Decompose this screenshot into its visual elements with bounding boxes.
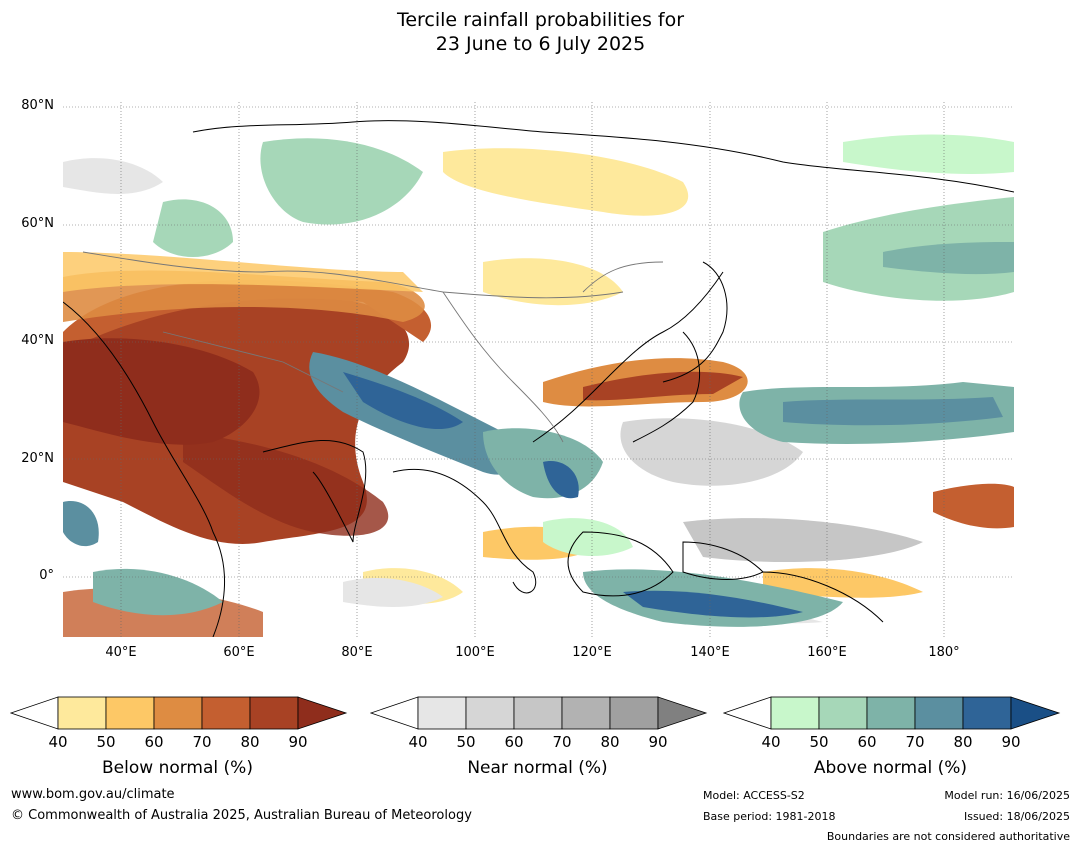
near-colorbar-tick-40: 40 — [408, 733, 428, 751]
above-colorbar-tick-90: 90 — [1001, 733, 1021, 751]
map-canvas — [62, 102, 1015, 638]
footer-copyright: © Commonwealth of Australia 2025, Austra… — [11, 808, 472, 823]
above-colorbar-tick-60: 60 — [857, 733, 877, 751]
near-colorbar-tick-80: 80 — [600, 733, 620, 751]
footer-model-run: Model run: 16/06/2025 — [944, 789, 1070, 802]
near-colorbar-tick-70: 70 — [552, 733, 572, 751]
colorbar-above-normal — [722, 696, 1063, 736]
above-colorbar-bin-0 — [770, 696, 820, 730]
borders — [82, 251, 664, 443]
footer-model: Model: ACCESS-S2 — [703, 789, 805, 802]
lon-label-120e: 120°E — [572, 645, 612, 660]
footer-url[interactable]: www.bom.gov.au/climate — [11, 787, 175, 802]
lat-label-60n: 60°N — [21, 216, 54, 231]
lat-label-80n: 80°N — [21, 98, 54, 113]
title-line-1: Tercile rainfall probabilities for — [396, 9, 685, 31]
graticule — [63, 102, 1014, 637]
rainfall-map — [62, 102, 1015, 638]
lon-label-80e: 80°E — [341, 645, 373, 660]
near-colorbar-bin-0 — [417, 696, 467, 730]
below-colorbar-tick-60: 60 — [144, 733, 164, 751]
below-colorbar-bin-3 — [201, 696, 251, 730]
colorbar-near-svg — [369, 696, 708, 730]
lon-label-180: 180° — [928, 645, 960, 660]
lat-label-40n: 40°N — [21, 333, 54, 348]
colorbar-near-title: Near normal (%) — [467, 758, 608, 778]
below-colorbar-bin-1 — [105, 696, 155, 730]
title-line-2: 23 June to 6 July 2025 — [435, 33, 646, 55]
below-colorbar-bin-0 — [57, 696, 107, 730]
above-colorbar-tick-70: 70 — [905, 733, 925, 751]
coastlines — [62, 120, 1015, 638]
lon-label-160e: 160°E — [807, 645, 847, 660]
near-colorbar-bin-3 — [561, 696, 611, 730]
lon-label-100e: 100°E — [455, 645, 495, 660]
above-colorbar-tick-40: 40 — [761, 733, 781, 751]
below-colorbar-max-triangle — [297, 696, 348, 730]
footer-disclaimer: Boundaries are not considered authoritat… — [826, 830, 1070, 843]
colorbar-below-svg — [9, 696, 348, 730]
above-colorbar-bin-2 — [866, 696, 916, 730]
lon-label-140e: 140°E — [690, 645, 730, 660]
near-colorbar-bin-2 — [513, 696, 563, 730]
below-colorbar-bin-2 — [153, 696, 203, 730]
lat-label-0: 0° — [39, 568, 54, 583]
near-colorbar-tick-50: 50 — [456, 733, 476, 751]
near-colorbar-tick-90: 90 — [648, 733, 668, 751]
below-colorbar-tick-50: 50 — [96, 733, 116, 751]
above-colorbar-bin-4 — [962, 696, 1012, 730]
below-colorbar-bin-4 — [249, 696, 299, 730]
above-colorbar-tick-80: 80 — [953, 733, 973, 751]
below-colorbar-min-triangle — [9, 696, 59, 730]
colorbar-above-svg — [722, 696, 1061, 730]
lat-label-20n: 20°N — [21, 451, 54, 466]
near-colorbar-bin-4 — [609, 696, 659, 730]
above-colorbar-tick-50: 50 — [809, 733, 829, 751]
below-colorbar-tick-70: 70 — [192, 733, 212, 751]
above-colorbar-min-triangle — [722, 696, 772, 730]
colorbar-above-title: Above normal (%) — [813, 758, 968, 778]
above-colorbar-max-triangle — [1010, 696, 1061, 730]
near-colorbar-tick-60: 60 — [504, 733, 524, 751]
map-title: Tercile rainfall probabilities for 23 Ju… — [0, 8, 1081, 56]
lon-label-40e: 40°E — [105, 645, 137, 660]
colorbar-near-normal — [369, 696, 710, 736]
above-normal-shading — [63, 134, 1014, 627]
below-colorbar-tick-90: 90 — [288, 733, 308, 751]
lon-label-60e: 60°E — [223, 645, 255, 660]
colorbar-below-normal — [9, 696, 350, 736]
below-colorbar-tick-80: 80 — [240, 733, 260, 751]
above-colorbar-bin-3 — [914, 696, 964, 730]
above-colorbar-bin-1 — [818, 696, 868, 730]
near-colorbar-min-triangle — [369, 696, 419, 730]
near-colorbar-bin-1 — [465, 696, 515, 730]
below-colorbar-tick-40: 40 — [48, 733, 68, 751]
footer-base-period: Base period: 1981-2018 — [703, 810, 836, 823]
near-colorbar-max-triangle — [657, 696, 708, 730]
footer-issued: Issued: 18/06/2025 — [963, 810, 1070, 823]
colorbar-below-title: Below normal (%) — [102, 758, 253, 778]
